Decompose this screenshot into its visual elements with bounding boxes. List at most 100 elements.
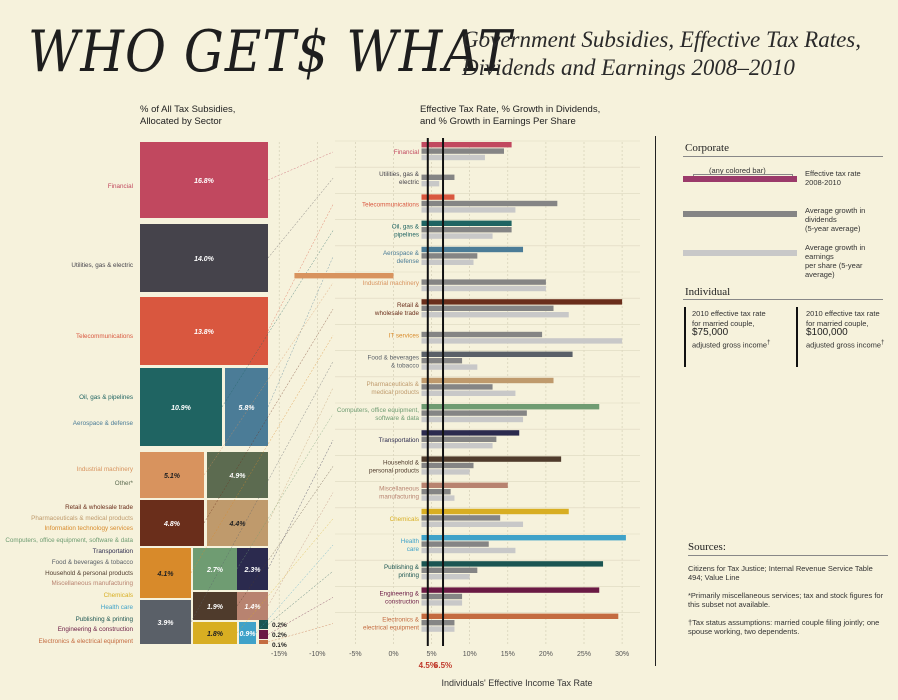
- treemap-cell-it-services: [140, 548, 191, 598]
- legend-div-l2: (5-year average): [805, 224, 861, 233]
- row-label-oil-gas-pipelines-1: pipelines: [394, 232, 419, 239]
- row-label-publishing-printing-0: Publishing &: [384, 564, 420, 571]
- bar-aerospace-defense-dividends: [421, 253, 478, 259]
- bar-health-care-dividends: [421, 541, 489, 547]
- row-label-pharmaceuticals-medical-products-0: Pharmaceuticals &: [367, 381, 420, 388]
- row-label-oil-gas-pipelines-0: Oil, gas &: [392, 224, 420, 231]
- bar-aerospace-defense-tax: [421, 246, 524, 253]
- individual-75k-line: [684, 307, 686, 367]
- connector-pharmaceuticals-medical-products: [267, 387, 334, 524]
- treemap-cell-retail-wholesale-trade: [140, 500, 204, 546]
- subtitle-line-1: Government Subsidies, Effective Tax Rate…: [462, 27, 862, 52]
- bar-chemicals-tax: [421, 508, 569, 515]
- sector-label-industrial-machinery: Industrial machinery: [77, 466, 134, 473]
- sector-label-pharmaceuticals-medical-products: Pharmaceuticals & medical products: [31, 515, 133, 522]
- legend-label-earnings: Average growth in earnings per share (5-y…: [805, 243, 893, 279]
- row-label-retail-wholesale-trade-0: Retail &: [397, 302, 420, 309]
- treemap-value-it-services: 4.1%: [157, 571, 175, 578]
- sources-text: Citizens for Tax Justice; Internal Reven…: [688, 563, 873, 583]
- ref-label-6-5: 6.5%: [434, 661, 452, 670]
- sector-label-publishing-printing: Publishing & printing: [76, 616, 134, 623]
- barchart-heading-line-1: Effective Tax Rate, % Growth in Dividend…: [420, 104, 601, 115]
- bar-miscellaneous-manufacturing-dividends: [421, 489, 451, 495]
- sector-label-oil-gas-pipelines: Oil, gas & pipelines: [79, 394, 133, 401]
- x-tick-10: -10%: [309, 651, 325, 658]
- bar-miscellaneous-manufacturing-earnings: [421, 495, 455, 501]
- sector-label-telecommunications: Telecommunications: [76, 333, 133, 340]
- sector-label-food-beverages-tobacco: Food & beverages & tobacco: [52, 559, 134, 566]
- connector-health-care: [255, 544, 334, 634]
- sources-note-1: *Primarily miscellaneous services; tax a…: [688, 590, 884, 610]
- connector-retail-wholesale-trade: [203, 309, 334, 524]
- legend-swatch-tax: [683, 176, 797, 182]
- connector-publishing-printing: [267, 571, 334, 625]
- sector-label-retail-wholesale-trade: Retail & wholesale trade: [65, 504, 133, 511]
- row-label-miscellaneous-manufacturing-1: manufacturing: [379, 494, 419, 501]
- bar-electronics-electrical-equipment-tax: [421, 613, 619, 619]
- row-label-food-beverages-tobacco-0: Food & beverages: [368, 355, 419, 362]
- x-axis-label: Individuals' Effective Income Tax Rate: [442, 678, 593, 688]
- ind1-l1: 2010 effective tax rate: [692, 309, 766, 318]
- sector-label-financial: Financial: [108, 183, 133, 190]
- connector-transportation: [267, 440, 334, 570]
- treemap-sector-labels: Financial Utilities, gas & electric Teleco…: [5, 183, 133, 645]
- treemap-cell-industrial-machinery: [140, 452, 204, 498]
- bar-retail-wholesale-trade-tax: [421, 299, 623, 305]
- legend-any-bar: (any colored bar): [709, 166, 766, 175]
- row-label-aerospace-defense-1: defense: [397, 258, 420, 265]
- bar-oil-gas-pipelines-dividends: [421, 227, 512, 233]
- bar-transportation-earnings: [421, 443, 493, 449]
- bar-industrial-machinery-dividends: [421, 279, 546, 285]
- x-tick-20: 20%: [539, 651, 553, 658]
- individual-100k-line: [796, 307, 798, 367]
- bar-computers-office-equipment-software-data-dividends: [421, 410, 527, 416]
- row-label-health-care-0: Health: [401, 538, 420, 545]
- treemap-cell-utilities-gas-electric: [140, 224, 268, 292]
- bar-oil-gas-pipelines-earnings: [421, 233, 493, 239]
- row-label-engineering-construction-0: Engineering &: [379, 590, 419, 597]
- row-label-publishing-printing-1: printing: [398, 572, 419, 579]
- row-label-retail-wholesale-trade-1: wholesale trade: [374, 310, 420, 317]
- subtitle-line-2: Dividends and Earnings 2008–2010: [462, 55, 795, 80]
- bar-transportation-dividends: [421, 436, 497, 442]
- bar-industrial-machinery-earnings: [421, 285, 546, 292]
- sector-label-aerospace-defense: Aerospace & defense: [73, 420, 134, 427]
- bar-chemicals-earnings: [421, 521, 524, 527]
- treemap-cell-transportation: [237, 548, 268, 590]
- row-label-pharmaceuticals-medical-products-1: medical products: [371, 389, 419, 396]
- bar-publishing-printing-tax: [421, 561, 604, 567]
- treemap-value-health-care: 0.9%: [240, 631, 257, 638]
- connector-engineering-construction: [267, 597, 334, 635]
- row-label-industrial-machinery-0: Industrial machinery: [363, 280, 420, 287]
- ind1-amount: $75,000: [692, 327, 729, 338]
- bar-food-beverages-tobacco-tax: [421, 351, 573, 357]
- treemap-cell-telecommunications: [140, 297, 268, 365]
- legend-rule: [683, 156, 883, 157]
- bar-electronics-electrical-equipment-dividends: [421, 620, 455, 626]
- treemap-cell-engineering-construction: [259, 630, 268, 639]
- x-tick-15: 15%: [501, 651, 515, 658]
- bar-chart: -15% -10% -5% 0% 5% 10% 15% 20% 25% 30% Financial U…: [271, 138, 640, 688]
- subtitle: Government Subsidies, Effective Tax Rate…: [462, 26, 861, 82]
- ref-label-4-5: 4.5%: [419, 661, 437, 670]
- connector-food-beverages-tobacco: [190, 361, 334, 623]
- connector-lines: [190, 151, 334, 643]
- x-tick-5: 5%: [427, 651, 437, 658]
- row-label-financial-0: Financial: [394, 149, 419, 156]
- bar-it-services-earnings: [421, 338, 623, 344]
- legend-earn-l1: Average growth in earnings: [805, 243, 866, 261]
- ind1-l2: for married couple,: [692, 318, 755, 328]
- bar-retail-wholesale-trade-dividends: [421, 305, 554, 311]
- sector-label-health-care: Health care: [101, 604, 134, 611]
- barchart-heading: Effective Tax Rate, % Growth in Dividend…: [420, 104, 600, 128]
- bar-engineering-construction-tax: [421, 587, 600, 593]
- treemap-cell-other: [207, 452, 268, 498]
- ind2-l1: 2010 effective tax rate: [806, 309, 880, 318]
- legend-tax-l1: Effective tax rate: [805, 169, 861, 178]
- row-label-engineering-construction-1: construction: [385, 598, 419, 605]
- bar-aerospace-defense-earnings: [421, 259, 474, 265]
- bar-food-beverages-tobacco-earnings: [421, 364, 478, 370]
- legend-corporate-title: Corporate: [685, 142, 729, 154]
- bar-utilities-gas-electric-dividends: [421, 174, 455, 180]
- treemap-cell-food-beverages-tobacco: [140, 600, 191, 644]
